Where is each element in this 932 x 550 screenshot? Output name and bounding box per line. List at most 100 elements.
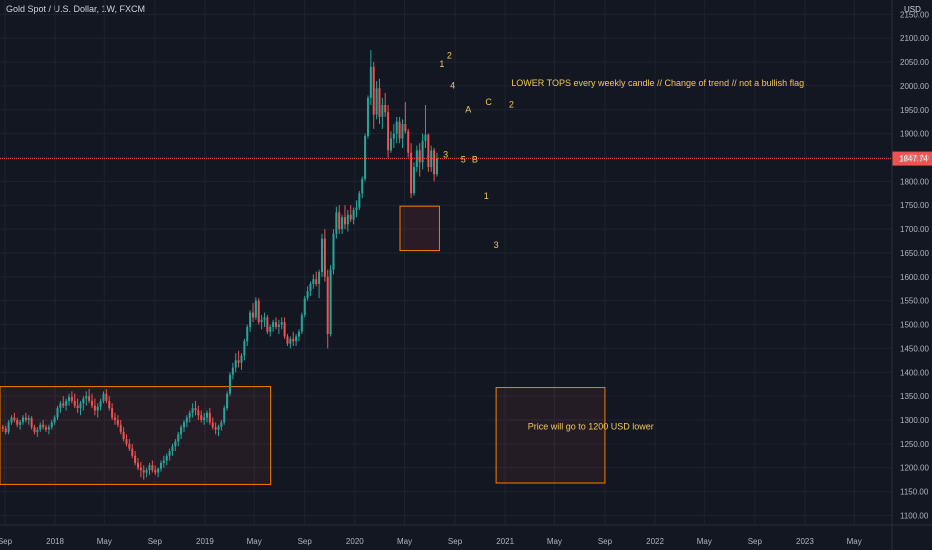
- candle-body: [410, 152, 413, 194]
- candle-body: [384, 105, 387, 113]
- candle-body: [116, 420, 119, 425]
- candle-body: [404, 124, 407, 132]
- x-tick-label: May: [247, 537, 262, 546]
- candle-body: [182, 422, 185, 428]
- wave-label: 5: [461, 154, 466, 164]
- candle-body: [424, 134, 427, 141]
- candle-body: [105, 393, 108, 401]
- candle-body: [65, 400, 68, 406]
- wave-label: 3: [494, 240, 499, 250]
- y-tick-label: 1800.00: [900, 177, 929, 186]
- candle-body: [401, 124, 404, 139]
- x-tick-label: Sep: [148, 537, 163, 546]
- x-tick-label: 2019: [196, 537, 214, 546]
- candle-body: [33, 427, 36, 432]
- candle-body: [208, 412, 211, 423]
- annotation-text: LOWER TOPS every weekly candle // Change…: [511, 78, 804, 88]
- candle-body: [145, 470, 148, 473]
- candle-body: [19, 421, 22, 425]
- candle-body: [10, 417, 13, 423]
- candle-body: [315, 279, 318, 284]
- y-tick-label: 2100.00: [900, 34, 929, 43]
- y-tick-label: 1600.00: [900, 273, 929, 282]
- candle-body: [13, 417, 16, 420]
- y-tick-label: 1550.00: [900, 297, 929, 306]
- candle-body: [263, 317, 266, 320]
- candle-body: [142, 470, 145, 473]
- y-tick-label: 1250.00: [900, 440, 929, 449]
- x-tick-label: Sep: [0, 537, 13, 546]
- candle-body: [205, 412, 208, 418]
- y-tick-label: 1150.00: [900, 488, 929, 497]
- candle-body: [85, 396, 88, 399]
- y-tick-label: 1450.00: [900, 344, 929, 353]
- y-tick-label: 2050.00: [900, 58, 929, 67]
- candle-body: [16, 420, 19, 425]
- candle-body: [407, 131, 410, 153]
- candle-body: [30, 418, 33, 428]
- candle-body: [82, 398, 85, 404]
- candle-body: [200, 415, 203, 420]
- x-tick-label: Sep: [448, 537, 463, 546]
- candle-body: [228, 374, 231, 394]
- candle-body: [398, 121, 401, 139]
- wave-label: 2: [447, 51, 452, 61]
- y-tick-label: 1350.00: [900, 392, 929, 401]
- candle-body: [366, 97, 369, 137]
- x-tick-label: 2023: [796, 537, 814, 546]
- candle-body: [36, 429, 39, 432]
- candle-body: [62, 403, 65, 406]
- candle-body: [343, 217, 346, 225]
- candle-body: [364, 136, 367, 179]
- candle-body: [21, 417, 25, 422]
- wave-label: B: [472, 154, 478, 164]
- candle-body: [191, 408, 194, 413]
- y-tick-label: 1900.00: [900, 130, 929, 139]
- candle-body: [165, 455, 168, 461]
- wave-label: A: [465, 105, 471, 115]
- y-tick-label: 1500.00: [900, 321, 929, 330]
- candle-body: [246, 326, 249, 342]
- candle-body: [59, 403, 62, 409]
- candle-body: [341, 217, 344, 230]
- annotation-box: [399, 205, 440, 252]
- candle-body: [39, 424, 42, 430]
- x-tick-label: Sep: [748, 537, 763, 546]
- candle-body: [148, 465, 151, 471]
- candle-body: [372, 66, 375, 115]
- x-tick-label: May: [397, 537, 412, 546]
- y-tick-label: 1300.00: [900, 416, 929, 425]
- candle-body: [223, 408, 226, 423]
- candle-body: [128, 443, 131, 449]
- y-tick-label: 1700.00: [900, 225, 929, 234]
- candle-body: [93, 405, 96, 411]
- candle-body: [24, 417, 27, 420]
- candle-body: [283, 322, 286, 337]
- candle-body: [295, 336, 298, 342]
- candle-body: [108, 400, 111, 409]
- candle-body: [395, 121, 398, 134]
- candle-body: [418, 150, 421, 163]
- candles: [1, 50, 438, 480]
- candle-body: [220, 422, 223, 427]
- x-tick-label: May: [697, 537, 712, 546]
- candle-body: [435, 158, 438, 175]
- wave-label: 4: [450, 80, 455, 90]
- candle-body: [277, 324, 280, 327]
- chart-title: Gold Spot / U.S. Dollar, 1W, FXCM: [6, 4, 146, 14]
- candle-body: [76, 405, 79, 409]
- candle-body: [125, 439, 128, 444]
- x-tick-label: 2022: [646, 537, 664, 546]
- candle-body: [177, 434, 180, 442]
- candle-body: [88, 396, 91, 401]
- candle-body: [387, 112, 390, 151]
- candle-body: [162, 460, 165, 463]
- candle-body: [338, 212, 341, 230]
- x-tick-label: May: [547, 537, 562, 546]
- candle-body: [289, 338, 292, 344]
- candle-body: [44, 427, 48, 430]
- grid: [0, 0, 892, 525]
- candle-body: [306, 291, 309, 299]
